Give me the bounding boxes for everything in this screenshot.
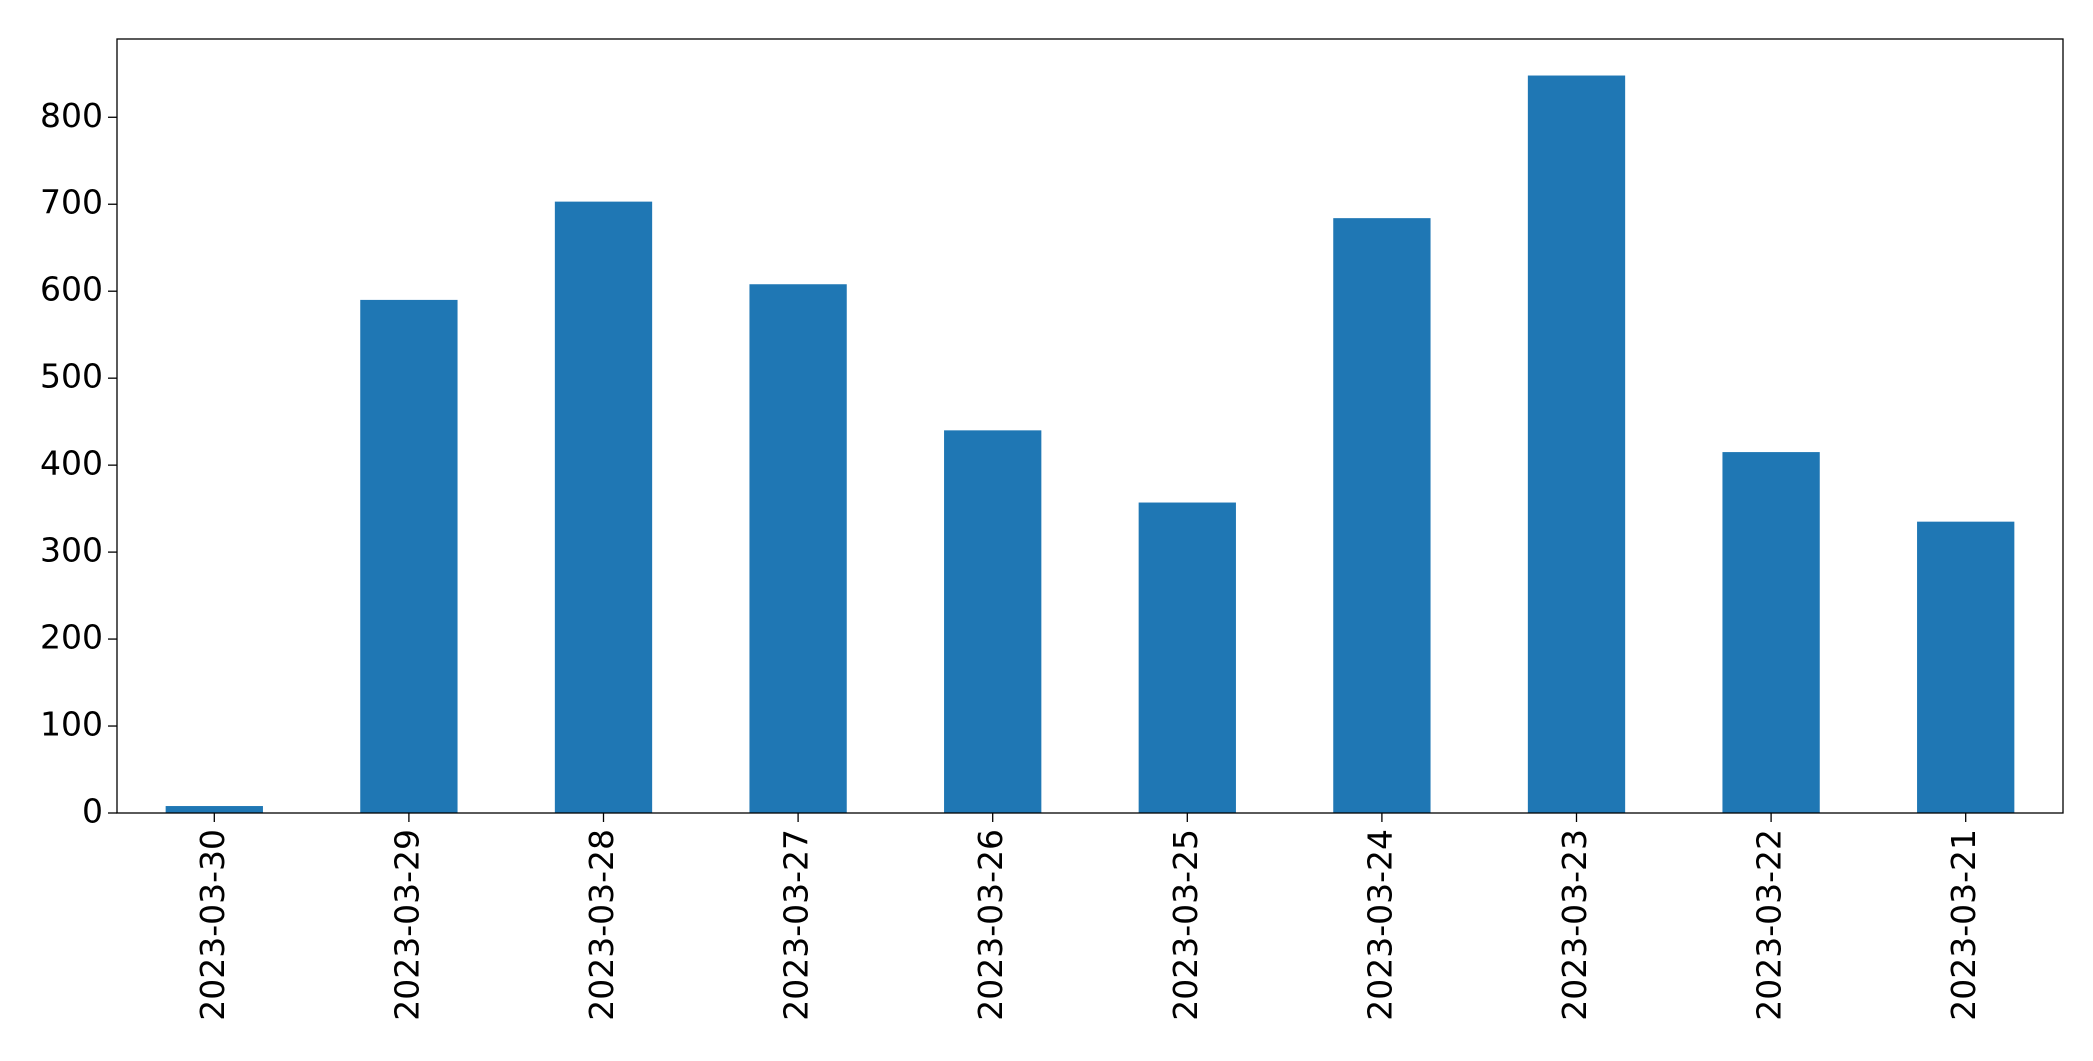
y-tick-label: 0 bbox=[82, 792, 103, 831]
bar bbox=[749, 284, 847, 813]
x-tick-label: 2023-03-21 bbox=[1944, 829, 1983, 1021]
bar bbox=[1527, 75, 1626, 814]
y-tick-label: 200 bbox=[40, 618, 103, 657]
y-tick-label: 700 bbox=[40, 183, 103, 222]
x-tick-label: 2023-03-23 bbox=[1555, 829, 1594, 1021]
y-tick-label: 800 bbox=[40, 96, 103, 135]
x-tick-label: 2023-03-24 bbox=[1360, 829, 1399, 1021]
bar bbox=[944, 430, 1042, 813]
x-tick-label: 2023-03-22 bbox=[1750, 829, 1789, 1021]
bar bbox=[360, 299, 458, 813]
bar bbox=[1333, 218, 1431, 813]
y-tick-label: 400 bbox=[40, 444, 103, 483]
plot-frame bbox=[116, 38, 2064, 814]
x-tick-label: 2023-03-27 bbox=[777, 829, 816, 1021]
bar bbox=[554, 201, 653, 814]
bar bbox=[1722, 452, 1820, 813]
x-tick-label: 2023-03-28 bbox=[582, 829, 621, 1021]
y-tick-label: 500 bbox=[40, 357, 103, 396]
bar bbox=[1138, 502, 1236, 813]
bar bbox=[1917, 521, 2015, 813]
x-tick-label: 2023-03-29 bbox=[387, 829, 426, 1021]
x-tick-label: 2023-03-30 bbox=[193, 829, 232, 1021]
y-tick-label: 300 bbox=[40, 531, 103, 570]
y-tick-label: 100 bbox=[40, 705, 103, 744]
y-tick-label: 600 bbox=[40, 270, 103, 309]
bar bbox=[165, 806, 263, 813]
x-tick-label: 2023-03-25 bbox=[1166, 829, 1205, 1021]
x-tick-label: 2023-03-26 bbox=[971, 829, 1010, 1021]
